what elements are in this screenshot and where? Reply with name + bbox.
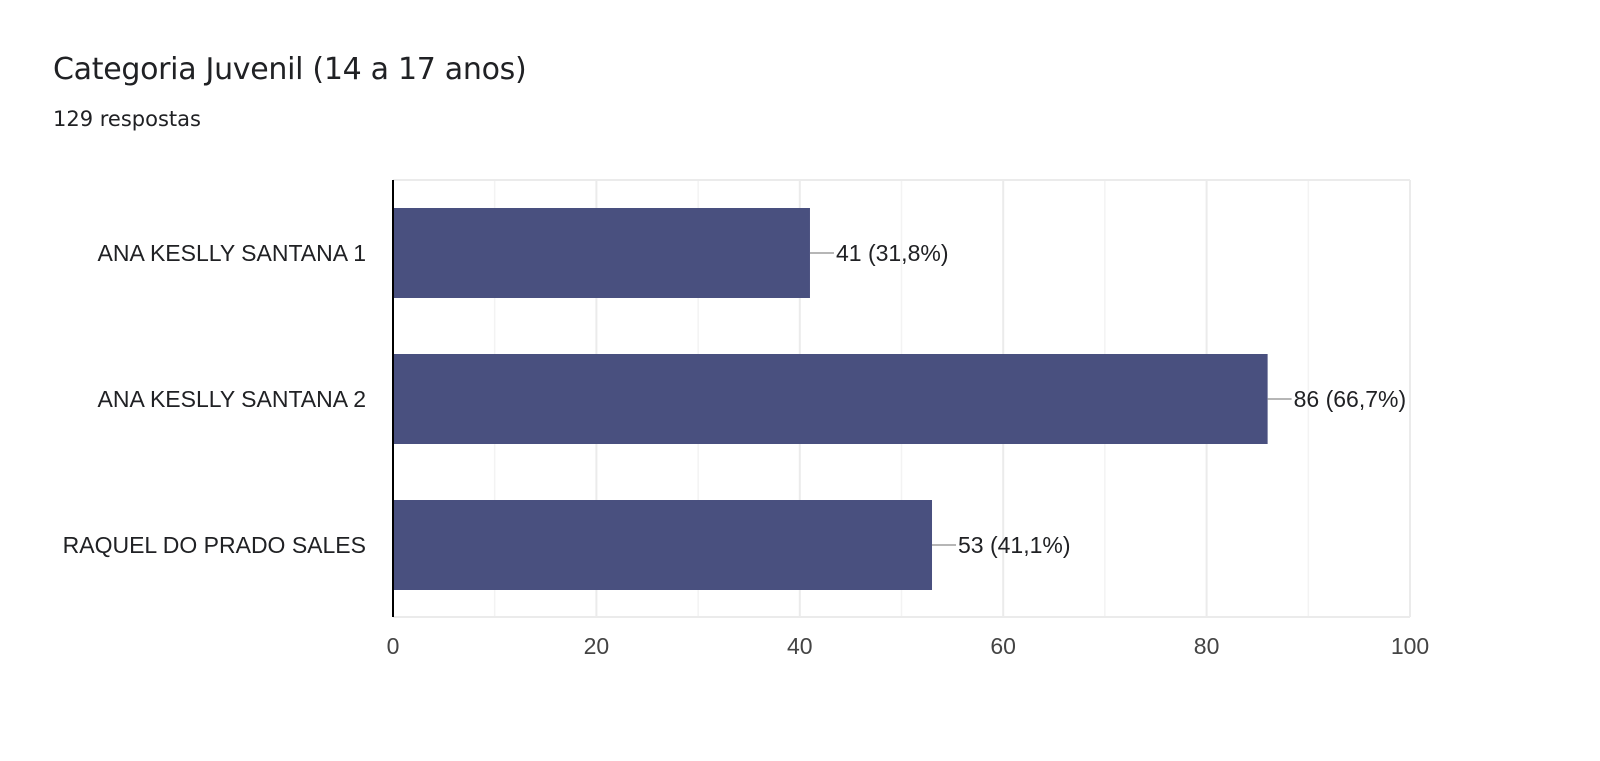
category-label: RAQUEL DO PRADO SALES (63, 532, 366, 558)
category-label: ANA KESLLY SANTANA 1 (98, 240, 366, 266)
x-tick-label: 60 (990, 633, 1016, 659)
bar-2 (393, 354, 1268, 444)
x-tick-label: 20 (584, 633, 610, 659)
data-label: 53 (41,1%) (958, 532, 1071, 558)
x-tick-label: 40 (787, 633, 813, 659)
data-label: 86 (66,7%) (1294, 386, 1407, 412)
bar-1 (393, 208, 810, 298)
response-count: 129 respostas (53, 107, 201, 131)
chart-title: Categoria Juvenil (14 a 17 anos) (53, 52, 527, 87)
bar-3 (393, 500, 933, 590)
data-label: 41 (31,8%) (836, 240, 949, 266)
x-tick-label: 80 (1194, 633, 1220, 659)
x-tick-label: 0 (387, 633, 400, 659)
category-label: ANA KESLLY SANTANA 2 (98, 386, 366, 412)
x-tick-label: 100 (1391, 633, 1429, 659)
